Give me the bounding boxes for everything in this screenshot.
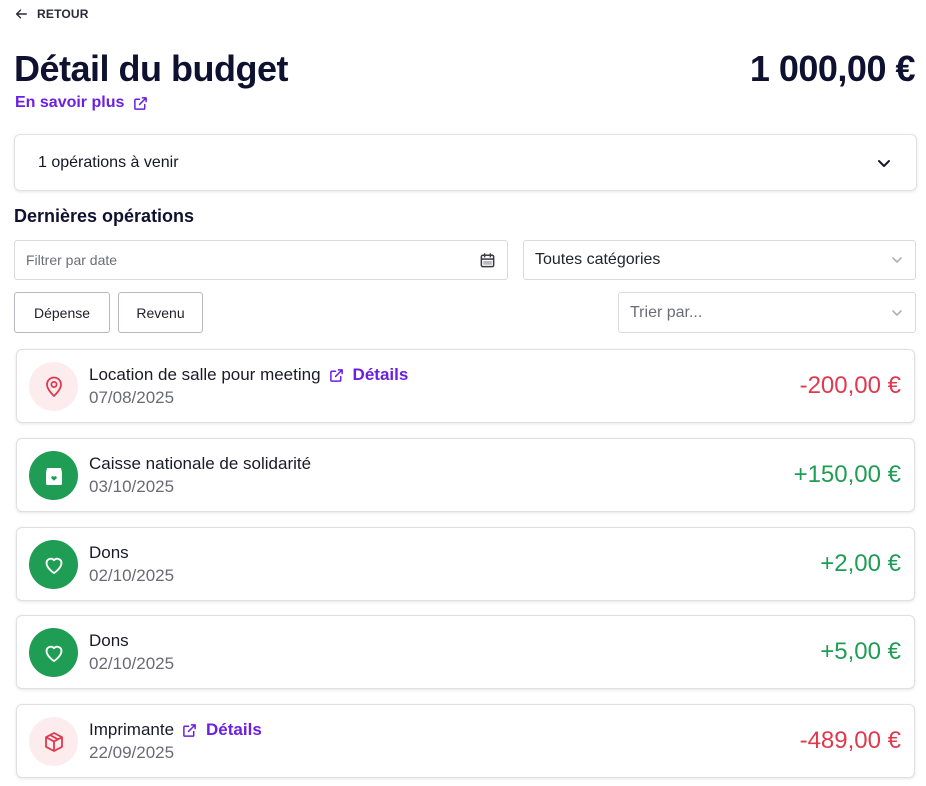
sort-select[interactable]: Trier par... [618,292,916,333]
operation-amount: -489,00 € [799,727,901,754]
category-select[interactable]: Toutes catégories [523,240,916,280]
heart-icon [45,645,62,662]
learn-more-label: En savoir plus [15,94,125,111]
operation-row[interactable]: Dons 02/10/2025 +5,00 € [16,615,915,689]
external-link-icon [134,96,148,110]
income-filter-button[interactable]: Revenu [118,292,203,333]
external-link-icon [329,368,343,382]
package-icon [44,731,63,752]
operation-date: 02/10/2025 [89,566,175,585]
operation-label: Caisse nationale de solidarité [89,454,312,473]
upcoming-operations-label: 1 opérations à venir [38,153,179,171]
operation-amount: +2,00 € [820,550,901,577]
operation-row[interactable]: Imprimante Détails 22/09/2025 -489,00 € [16,704,915,778]
operation-icon-badge [29,628,78,677]
operation-date: 07/08/2025 [89,388,175,407]
operation-icon-badge [29,362,78,411]
operation-amount: -200,00 € [799,372,901,399]
operation-amount: +150,00 € [793,461,901,488]
learn-more-link[interactable]: En savoir plus [15,94,148,112]
chevron-down-icon [892,257,902,263]
back-link[interactable]: RETOUR [14,7,89,21]
location-pin-icon [45,376,62,397]
operation-label: Dons [89,631,129,650]
chevron-down-icon [892,309,902,316]
operation-date: 22/09/2025 [89,743,175,762]
chevron-down-icon [878,159,890,167]
operation-icon-badge [29,717,78,766]
heart-icon [45,557,62,574]
sort-select-placeholder: Trier par... [630,303,703,321]
operation-details-link[interactable]: Détails [329,365,409,385]
operation-label: Dons [89,543,129,562]
section-title: Dernières opérations [14,206,195,226]
operation-details-label: Détails [352,365,409,384]
operation-amount: +5,00 € [820,638,901,665]
operation-date: 02/10/2025 [89,654,175,673]
operation-details-link[interactable]: Détails [182,720,262,740]
operation-row[interactable]: Caisse nationale de solidarité 03/10/202… [16,438,915,512]
operation-icon-badge [29,540,78,589]
operation-row[interactable]: Dons 02/10/2025 +2,00 € [16,527,915,601]
date-filter-input[interactable]: Filtrer par date [14,240,508,280]
back-label: RETOUR [37,7,89,21]
operation-label: Location de salle pour meeting [89,365,321,384]
operation-details-label: Détails [206,720,262,739]
date-filter-placeholder: Filtrer par date [26,252,118,268]
calendar-icon[interactable] [479,252,496,269]
expense-filter-button[interactable]: Dépense [14,292,110,333]
arrow-left-icon [15,9,27,19]
operation-date: 03/10/2025 [89,477,175,496]
operation-icon-badge [29,451,78,500]
gift-box-icon [45,467,62,485]
upcoming-operations-toggle[interactable]: 1 opérations à venir [14,134,917,191]
page-title: Détail du budget [14,48,289,89]
external-link-icon [183,723,196,737]
budget-total: 1 000,00 € [749,48,916,89]
category-select-value: Toutes catégories [535,251,661,268]
operation-row[interactable]: Location de salle pour meeting Détails 0… [16,349,915,423]
operation-label: Imprimante [89,720,175,739]
